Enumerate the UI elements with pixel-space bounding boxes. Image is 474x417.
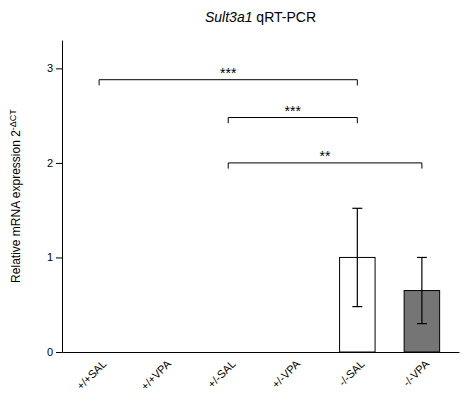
bar bbox=[210, 352, 246, 353]
title: Sult3a1 qRT-PCR bbox=[205, 9, 316, 25]
y-tick-mark bbox=[56, 352, 62, 353]
y-tick-mark bbox=[56, 257, 62, 258]
y-tick-label: 0 bbox=[47, 346, 53, 358]
y-tick-mark bbox=[56, 163, 62, 164]
x-axis: +/+SAL +/+VPA +/-SAL +/-VPA -/-SAL -/-VPA bbox=[63, 352, 460, 392]
chart: 0 1 2 3 +/+SAL +/+VPA +/-SAL +/-VPA -/-SAL -/-VPA… bbox=[0, 0, 474, 417]
bar bbox=[81, 352, 117, 353]
y-tick-label: 2 bbox=[47, 157, 53, 169]
error-bar-cap-upper bbox=[352, 208, 362, 209]
bar bbox=[275, 352, 311, 353]
y-tick-label: 1 bbox=[47, 251, 53, 263]
x-tick: +/+SAL bbox=[74, 352, 108, 392]
error-bar-cap-upper bbox=[417, 257, 427, 258]
x-tick-label: +/+SAL bbox=[74, 358, 108, 392]
y-axis-line bbox=[62, 41, 63, 353]
y-tick: 0 bbox=[47, 346, 62, 358]
x-tick: -/-SAL bbox=[336, 352, 367, 388]
significance-label: ** bbox=[320, 148, 331, 164]
y-tick: 3 bbox=[47, 62, 62, 74]
error-bar-cap-lower bbox=[417, 323, 427, 324]
error-bar-stem bbox=[421, 257, 422, 323]
significance-label: *** bbox=[285, 103, 302, 119]
y-tick-mark bbox=[56, 68, 62, 69]
bar bbox=[146, 352, 182, 353]
y-tick: 1 bbox=[47, 251, 62, 263]
y-tick: 2 bbox=[47, 157, 62, 169]
x-tick: +/-VPA bbox=[269, 352, 302, 390]
x-tick-label: +/-VPA bbox=[269, 357, 302, 390]
y-axis: 0 1 2 3 bbox=[47, 41, 63, 359]
marks bbox=[340, 208, 440, 352]
error-bar bbox=[417, 257, 427, 323]
x-tick-label: -/-VPA bbox=[400, 357, 431, 388]
x-tick: -/-VPA bbox=[400, 352, 431, 388]
x-tick-label: +/-SAL bbox=[205, 358, 237, 390]
significance-label: *** bbox=[220, 65, 237, 81]
error-bar-stem bbox=[357, 208, 358, 306]
x-tick-label: +/+VPA bbox=[138, 357, 173, 392]
error-bar bbox=[352, 208, 362, 306]
x-tick: +/-SAL bbox=[205, 352, 237, 390]
plot: 0 1 2 3 +/+SAL +/+VPA +/-SAL +/-VPA -/-SAL -/-VPA… bbox=[47, 41, 460, 393]
significance: ******** bbox=[99, 65, 422, 169]
y-tick-label: 3 bbox=[47, 62, 53, 74]
x-axis-line bbox=[63, 352, 460, 353]
x-tick-label: -/-SAL bbox=[336, 358, 367, 389]
x-tick: +/+VPA bbox=[138, 352, 173, 392]
error-bar-cap-lower bbox=[352, 306, 362, 307]
y-axis-label: Relative mRNA expression 2-ΔCT bbox=[8, 109, 24, 283]
